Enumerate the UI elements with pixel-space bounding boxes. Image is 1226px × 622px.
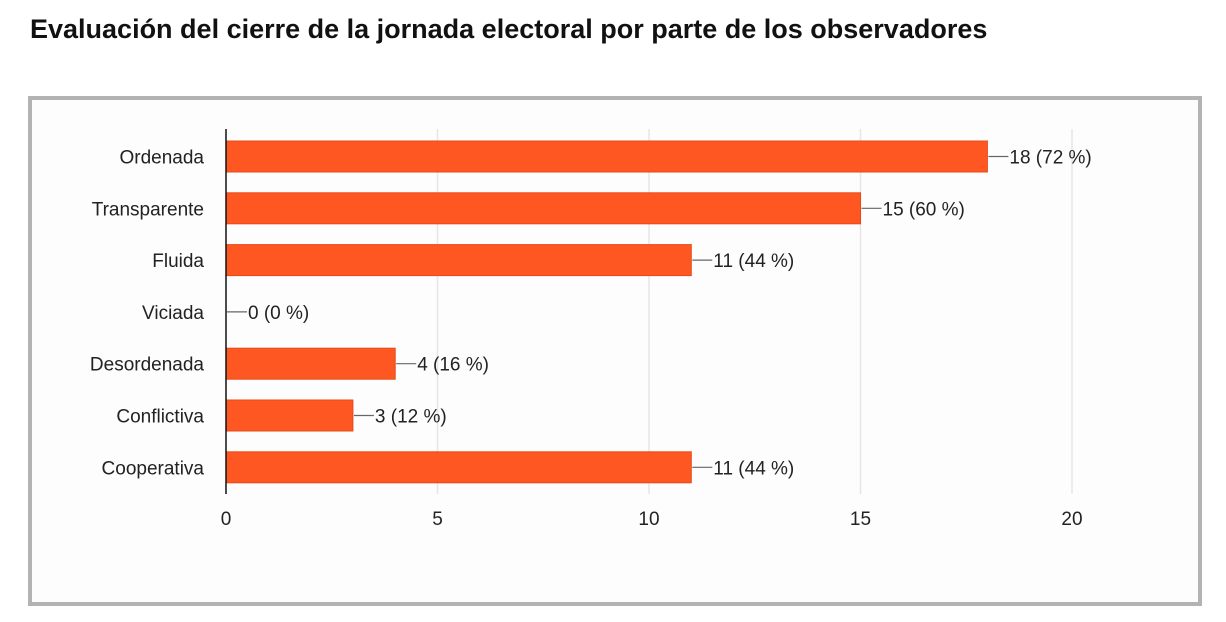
category-label: Fluida bbox=[152, 251, 204, 272]
data-label: 0 (0 %) bbox=[248, 303, 309, 324]
bar bbox=[225, 192, 861, 225]
data-label: 11 (44 %) bbox=[713, 251, 794, 272]
x-tick-label: 10 bbox=[638, 509, 659, 530]
bar bbox=[225, 399, 354, 432]
category-label: Conflictiva bbox=[116, 407, 204, 428]
bar bbox=[225, 347, 396, 380]
gridlines bbox=[436, 129, 1073, 494]
bar bbox=[225, 244, 692, 277]
chart-frame: Ordenada Transparente Fluida Viciada Desorde… bbox=[28, 96, 1202, 606]
data-label: 15 (60 %) bbox=[883, 199, 965, 220]
category-label: Viciada bbox=[142, 303, 204, 324]
x-tick-label: 5 bbox=[432, 509, 443, 530]
bar bbox=[225, 140, 988, 173]
category-label: Cooperativa bbox=[102, 458, 205, 479]
x-tick-label: 0 bbox=[221, 509, 232, 530]
bar bbox=[225, 451, 692, 484]
x-tick-label: 20 bbox=[1061, 509, 1082, 530]
category-label: Desordenada bbox=[90, 355, 205, 376]
category-labels: Ordenada Transparente Fluida Viciada Desorde… bbox=[90, 148, 205, 480]
x-tick-label: 15 bbox=[850, 509, 871, 530]
data-label: 3 (12 %) bbox=[375, 407, 447, 428]
data-label: 11 (44 %) bbox=[713, 458, 794, 479]
data-labels: 18 (72 %) 15 (60 %) 11 (44 %) 0 (0 %) 4 (16 … bbox=[227, 148, 1092, 479]
category-label: Transparente bbox=[92, 199, 204, 220]
data-label: 4 (16 %) bbox=[417, 355, 489, 376]
x-tick-labels: 0 5 10 15 20 bbox=[221, 509, 1083, 530]
chart-title: Evaluación del cierre de la jornada elec… bbox=[30, 14, 988, 44]
bar-chart: Ordenada Transparente Fluida Viciada Desorde… bbox=[90, 129, 1092, 530]
data-label: 18 (72 %) bbox=[1009, 148, 1091, 169]
category-label: Ordenada bbox=[119, 148, 204, 169]
bars bbox=[225, 140, 988, 484]
